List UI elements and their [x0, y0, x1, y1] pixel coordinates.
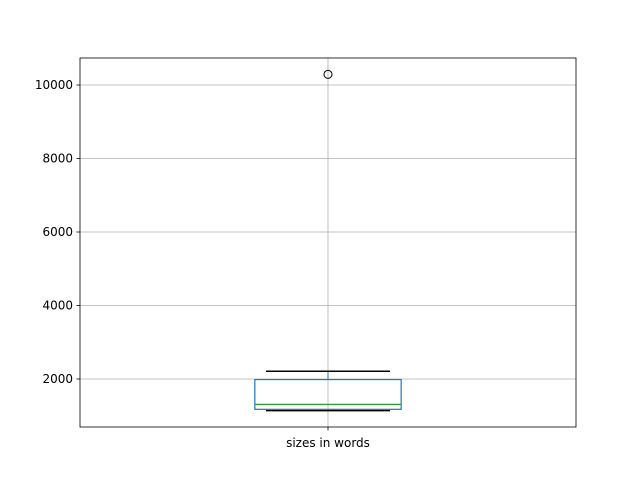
y-tick-label: 4000	[42, 299, 73, 313]
y-tick-label: 8000	[42, 152, 73, 166]
box	[254, 378, 402, 410]
axes-frame	[79, 57, 577, 428]
y-tick-label: 10000	[35, 78, 73, 92]
y-tick-label: 6000	[42, 225, 73, 239]
y-tick-label: 2000	[42, 372, 73, 386]
outlier-point	[323, 69, 333, 79]
x-tick-label: sizes in words	[286, 436, 370, 450]
